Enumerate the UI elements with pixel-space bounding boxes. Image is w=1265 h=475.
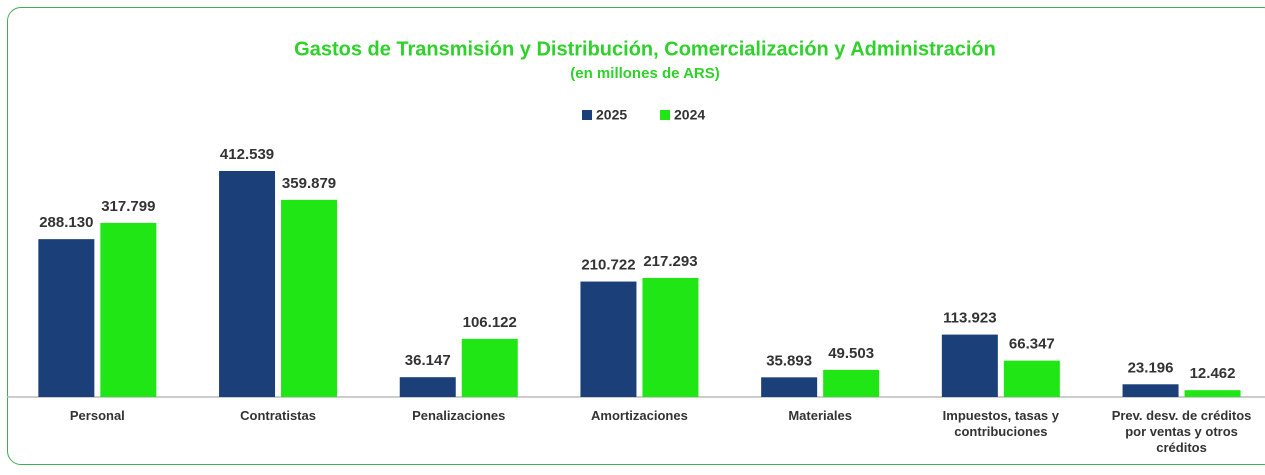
value-label: 317.799 bbox=[101, 198, 155, 215]
bar bbox=[281, 199, 338, 397]
legend-swatch bbox=[660, 110, 670, 120]
x-tick-label: Penalizaciones bbox=[412, 408, 506, 423]
value-label: 113.923 bbox=[943, 310, 996, 327]
bar bbox=[100, 222, 157, 397]
x-tick-label: Contratistas bbox=[240, 408, 316, 423]
bar bbox=[580, 281, 637, 397]
value-label: 36.147 bbox=[405, 352, 451, 369]
bar bbox=[761, 377, 818, 397]
chart-subtitle: (en millones de ARS) bbox=[570, 65, 719, 82]
bar bbox=[461, 338, 518, 397]
x-tick-label: Prev. desv. de créditos por ventas y otr… bbox=[1111, 408, 1252, 455]
value-label: 288.130 bbox=[39, 214, 93, 231]
x-tick-label: Amortizaciones bbox=[591, 408, 688, 423]
value-label: 217.293 bbox=[643, 253, 697, 270]
bar bbox=[1184, 390, 1241, 397]
legend-swatch bbox=[582, 110, 592, 120]
bar bbox=[642, 277, 699, 397]
bar bbox=[941, 334, 998, 397]
bar bbox=[399, 377, 456, 397]
value-label: 35.893 bbox=[766, 352, 812, 369]
value-label: 106.122 bbox=[463, 314, 517, 331]
value-label: 23.196 bbox=[1128, 359, 1174, 376]
bar bbox=[38, 239, 95, 397]
bar bbox=[1003, 360, 1060, 397]
x-tick-label: Personal bbox=[69, 408, 125, 423]
value-label: 210.722 bbox=[581, 257, 635, 274]
bar bbox=[823, 369, 880, 397]
legend-label: 2024 bbox=[674, 107, 705, 123]
legend-label: 2025 bbox=[596, 107, 627, 123]
chart-frame bbox=[7, 7, 1265, 465]
value-label: 412.539 bbox=[220, 146, 274, 163]
bar bbox=[1122, 384, 1179, 397]
value-label: 359.879 bbox=[282, 175, 336, 192]
bar bbox=[219, 171, 276, 397]
value-label: 12.462 bbox=[1190, 365, 1236, 382]
x-tick-label: Materiales bbox=[788, 408, 852, 423]
x-tick-label: Impuestos, tasas y contribuciones bbox=[942, 408, 1059, 439]
value-label: 49.503 bbox=[828, 345, 874, 362]
value-label: 66.347 bbox=[1009, 336, 1055, 353]
chart-title: Gastos de Transmisión y Distribución, Co… bbox=[294, 38, 996, 60]
